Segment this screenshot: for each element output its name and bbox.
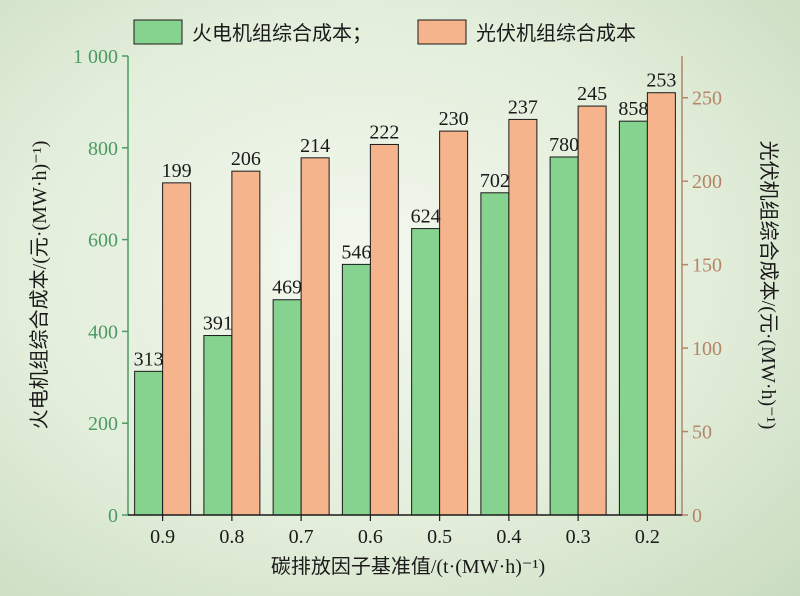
x-tick-label-3: 0.6	[358, 526, 383, 548]
y-right-tick-label-1: 50	[692, 422, 712, 444]
bar-series1-5	[480, 192, 510, 516]
x-tick-label-4: 0.5	[427, 526, 452, 548]
bar-series2-4	[439, 130, 469, 516]
data-label-series1-7: 858	[618, 98, 648, 120]
x-tick-label-2: 0.7	[289, 526, 314, 548]
bar-series1-1	[203, 335, 233, 516]
data-label-series2-1: 206	[231, 148, 261, 170]
data-label-series1-4: 624	[411, 206, 441, 228]
x-tick-label-6: 0.3	[566, 526, 591, 548]
data-label-series2-7: 253	[646, 70, 676, 92]
y-left-tick-label-4: 800	[88, 138, 118, 160]
y-right-tick-label-4: 200	[692, 171, 722, 193]
x-tick-label-0: 0.9	[150, 526, 175, 548]
y-axis-left-title: 火电机组综合成本/(元·(MW·h)⁻¹)	[28, 141, 51, 430]
data-label-series1-6: 780	[549, 134, 579, 156]
x-tick-label-5: 0.4	[496, 526, 521, 548]
data-label-series2-5: 237	[508, 96, 538, 118]
data-label-series1-5: 702	[480, 170, 510, 192]
bars	[134, 92, 676, 516]
legend-swatch-series2	[417, 19, 467, 45]
bar-series1-4	[411, 228, 441, 516]
legend-label-series2: 光伏机组综合成本	[476, 21, 636, 45]
data-label-series2-4: 230	[439, 108, 469, 130]
bar-series2-0	[162, 182, 192, 516]
x-axis-title: 碳排放因子基准值/(t·(MW·h)⁻¹)	[271, 555, 545, 578]
bar-series2-7	[646, 92, 676, 516]
x-tick-label-7: 0.2	[635, 526, 660, 548]
data-labels: 313 199 391 206 469 214 546 222 624 230 702 237 780 2…	[134, 70, 677, 371]
y-left-tick-label-0: 0	[108, 505, 118, 527]
data-label-series1-2: 469	[272, 277, 302, 299]
bar-series2-2	[300, 157, 330, 516]
y-left-tick-label-2: 400	[88, 321, 118, 343]
x-tick-label-1: 0.8	[219, 526, 244, 548]
bar-series1-7	[618, 120, 648, 516]
data-label-series2-3: 222	[369, 121, 399, 143]
data-label-series1-3: 546	[341, 241, 371, 263]
axes: 0.9 0.8 0.7 0.6 0.5 0.4 0.3 0.2 0 200 400 600 800 1 0…	[73, 46, 722, 548]
bar-series2-6	[577, 105, 607, 516]
bar-series1-3	[341, 263, 371, 516]
legend-label-series1: 火电机组综合成本；	[192, 21, 372, 45]
y-left-tick-label-3: 600	[88, 230, 118, 252]
bar-series1-0	[134, 370, 164, 516]
bar-series2-3	[369, 143, 399, 516]
y-right-tick-label-0: 0	[692, 505, 702, 527]
y-left-tick-label-1: 200	[88, 413, 118, 435]
y-right-tick-label-2: 100	[692, 338, 722, 360]
bar-series1-6	[549, 156, 579, 516]
y-left-tick-label-5: 1 000	[73, 46, 118, 68]
legend: 火电机组综合成本； 光伏机组综合成本	[133, 19, 636, 45]
data-label-series1-0: 313	[134, 348, 164, 370]
y-axis-right-title: 光伏机组综合成本/(元·(MW·h)⁻¹)	[757, 141, 780, 430]
data-label-series1-1: 391	[203, 313, 233, 335]
data-label-series2-6: 245	[577, 83, 607, 105]
bar-series1-2	[272, 299, 302, 516]
bar-series2-5	[508, 118, 538, 516]
bar-series2-1	[231, 170, 261, 516]
legend-swatch-series1	[133, 19, 183, 45]
y-right-tick-label-3: 150	[692, 255, 722, 277]
y-right-tick-label-5: 250	[692, 88, 722, 110]
data-label-series2-2: 214	[300, 135, 330, 157]
data-label-series2-0: 199	[162, 160, 192, 182]
